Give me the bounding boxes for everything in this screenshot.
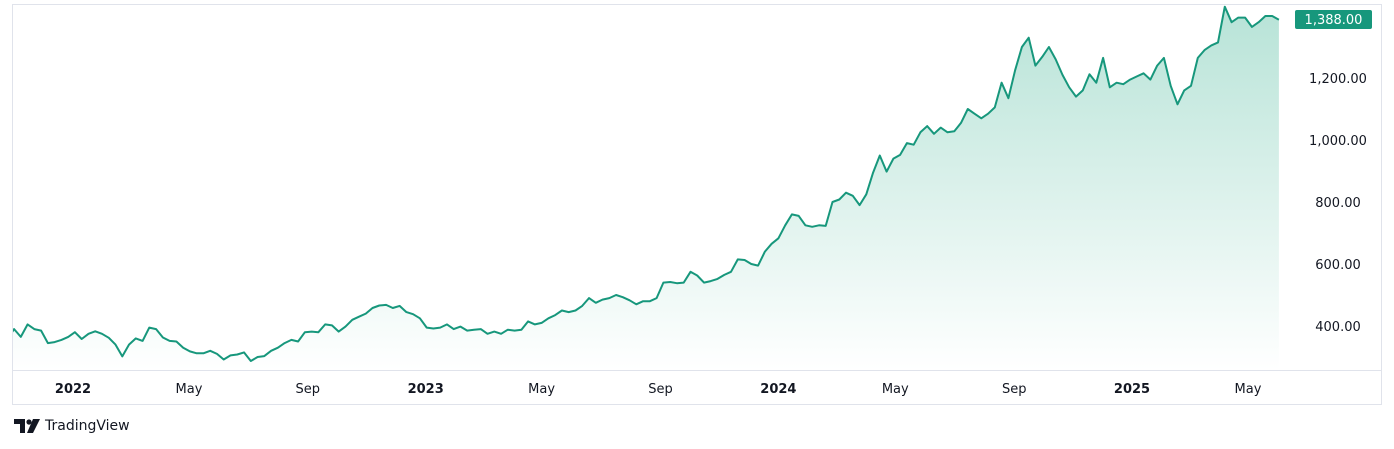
chart-border xyxy=(12,4,1382,405)
x-tick-label: 2025 xyxy=(1114,382,1150,397)
tradingview-logo-icon xyxy=(14,419,40,433)
y-tick-label: 400.00 xyxy=(1315,320,1361,335)
y-tick-label: 600.00 xyxy=(1315,258,1361,273)
brand-name: TradingView xyxy=(45,418,130,434)
price-chart[interactable]: 2022 May Sep 2023 May Sep 2024 May Sep 2025 May 40… xyxy=(0,0,1394,412)
last-price-badge: 1,388.00 xyxy=(1295,10,1372,29)
y-tick-label: 1,000.00 xyxy=(1309,134,1367,149)
last-price-badge-bg xyxy=(1295,10,1372,29)
last-price-label: 1,388.00 xyxy=(1305,13,1363,28)
x-axis-ticks: 2022 May Sep 2023 May Sep 2024 May Sep 2025 May xyxy=(55,382,1262,397)
x-tick-label: May xyxy=(176,382,203,397)
y-tick-label: 1,200.00 xyxy=(1309,72,1367,87)
y-axis-ticks: 400.00 600.00 800.00 1,000.00 1,200.00 xyxy=(1309,72,1367,335)
x-tick-label: Sep xyxy=(1002,382,1027,397)
x-tick-label: 2024 xyxy=(760,382,796,397)
tradingview-logo[interactable]: TradingView xyxy=(14,418,130,434)
x-tick-label: Sep xyxy=(296,382,321,397)
x-tick-label: 2022 xyxy=(55,382,91,397)
price-area-fill xyxy=(13,6,1279,370)
x-tick-label: May xyxy=(1235,382,1262,397)
x-tick-label: May xyxy=(882,382,909,397)
x-tick-label: 2023 xyxy=(408,382,444,397)
y-tick-label: 800.00 xyxy=(1315,196,1361,211)
x-tick-label: Sep xyxy=(648,382,673,397)
price-line xyxy=(13,5,1280,362)
x-tick-label: May xyxy=(528,382,555,397)
